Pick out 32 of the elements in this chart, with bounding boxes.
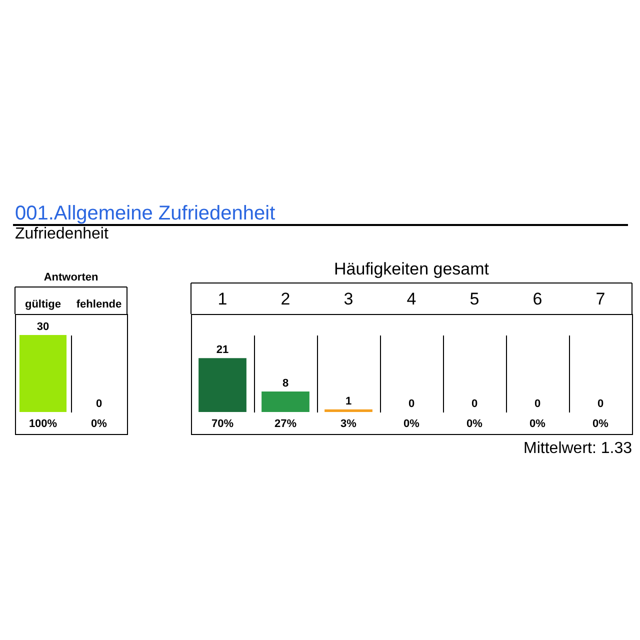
x-tick-label: 3 xyxy=(344,290,354,308)
data-label: 0 xyxy=(96,398,102,410)
text: 3% xyxy=(340,418,357,430)
data-label: 0 xyxy=(408,398,415,410)
text: 0% xyxy=(530,418,546,430)
data-label: 0 xyxy=(597,398,604,410)
chart-title: Antworten xyxy=(44,272,98,284)
data-label: 0 xyxy=(471,398,478,410)
data-label: 8 xyxy=(282,377,289,390)
x-tick-label: 7 xyxy=(596,290,606,308)
text: 001.Allgemeine Zufriedenheit xyxy=(15,202,276,224)
x-tick-label: 6 xyxy=(532,290,542,308)
data-label: 30 xyxy=(36,321,50,333)
data-label: 1 xyxy=(345,395,352,408)
x-tick-label: 4 xyxy=(406,290,416,308)
text: 0% xyxy=(592,418,609,430)
x-tick-label: gültige xyxy=(24,298,62,310)
text: 0% xyxy=(404,418,420,430)
data-label: 0 xyxy=(534,398,541,410)
x-tick-label: 5 xyxy=(470,290,480,308)
text: 0% xyxy=(91,418,108,430)
chart-title: Häufigkeiten gesamt xyxy=(334,260,490,278)
text: Mittelwert: 1.33 xyxy=(524,440,632,457)
text: 0% xyxy=(466,418,483,430)
text: Zufriedenheit xyxy=(15,226,109,242)
x-tick-label: 1 xyxy=(218,290,228,308)
x-tick-label: 2 xyxy=(280,290,290,308)
text: 100% xyxy=(28,418,58,430)
x-tick-label: fehlende xyxy=(76,298,122,310)
text: 27% xyxy=(274,418,297,430)
text: 70% xyxy=(211,418,234,430)
data-label: 21 xyxy=(216,344,229,356)
